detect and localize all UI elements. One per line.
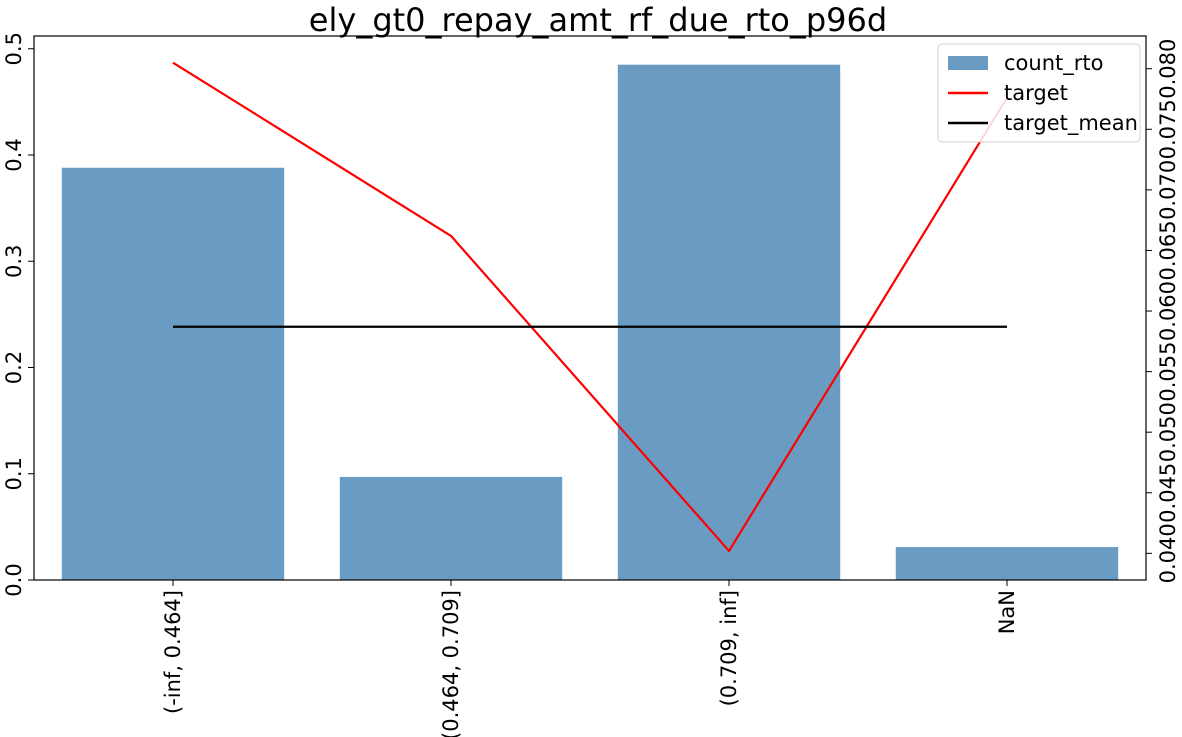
ytick-label-1: 0.1 bbox=[2, 457, 26, 490]
y2tick-label-2: 0.050 bbox=[1156, 402, 1180, 462]
legend-label-target-mean: target_mean bbox=[1004, 111, 1138, 136]
chart-title: ely_gt0_repay_amt_rf_due_rto_p96d bbox=[309, 1, 887, 39]
legend-box bbox=[937, 43, 1141, 143]
y2tick-label-1: 0.045 bbox=[1156, 463, 1180, 523]
xtick-label-2: (0.709, inf] bbox=[717, 590, 741, 706]
bar-0 bbox=[61, 167, 285, 580]
line-target bbox=[172, 61, 1008, 553]
ytick-label-2: 0.2 bbox=[2, 351, 26, 384]
bar-2 bbox=[617, 64, 841, 580]
y2tick-label-4: 0.060 bbox=[1156, 281, 1180, 341]
y2tick-label-3: 0.055 bbox=[1156, 342, 1180, 402]
y2tick-label-7: 0.075 bbox=[1156, 99, 1180, 159]
bar-3 bbox=[895, 547, 1119, 580]
xtick-label-0: (-inf, 0.464] bbox=[161, 590, 185, 714]
ytick-label-3: 0.3 bbox=[2, 245, 26, 278]
y2tick-label-5: 0.065 bbox=[1156, 220, 1180, 280]
bar-1 bbox=[339, 476, 563, 580]
ytick-label-0: 0.0 bbox=[2, 563, 26, 596]
legend-swatch-count-rto bbox=[948, 56, 988, 70]
ytick-label-5: 0.5 bbox=[2, 32, 26, 65]
xtick-label-3: NaN bbox=[995, 590, 1019, 634]
ytick-label-4: 0.4 bbox=[2, 138, 26, 171]
plot-frame bbox=[33, 35, 1147, 581]
y2tick-label-0: 0.040 bbox=[1156, 523, 1180, 583]
y2tick-label-8: 0.080 bbox=[1156, 39, 1180, 99]
y2tick-label-6: 0.070 bbox=[1156, 160, 1180, 220]
legend-label-count-rto: count_rto bbox=[1004, 51, 1103, 76]
xtick-label-1: (0.464, 0.709] bbox=[439, 590, 463, 737]
legend-label-target: target bbox=[1004, 81, 1068, 105]
